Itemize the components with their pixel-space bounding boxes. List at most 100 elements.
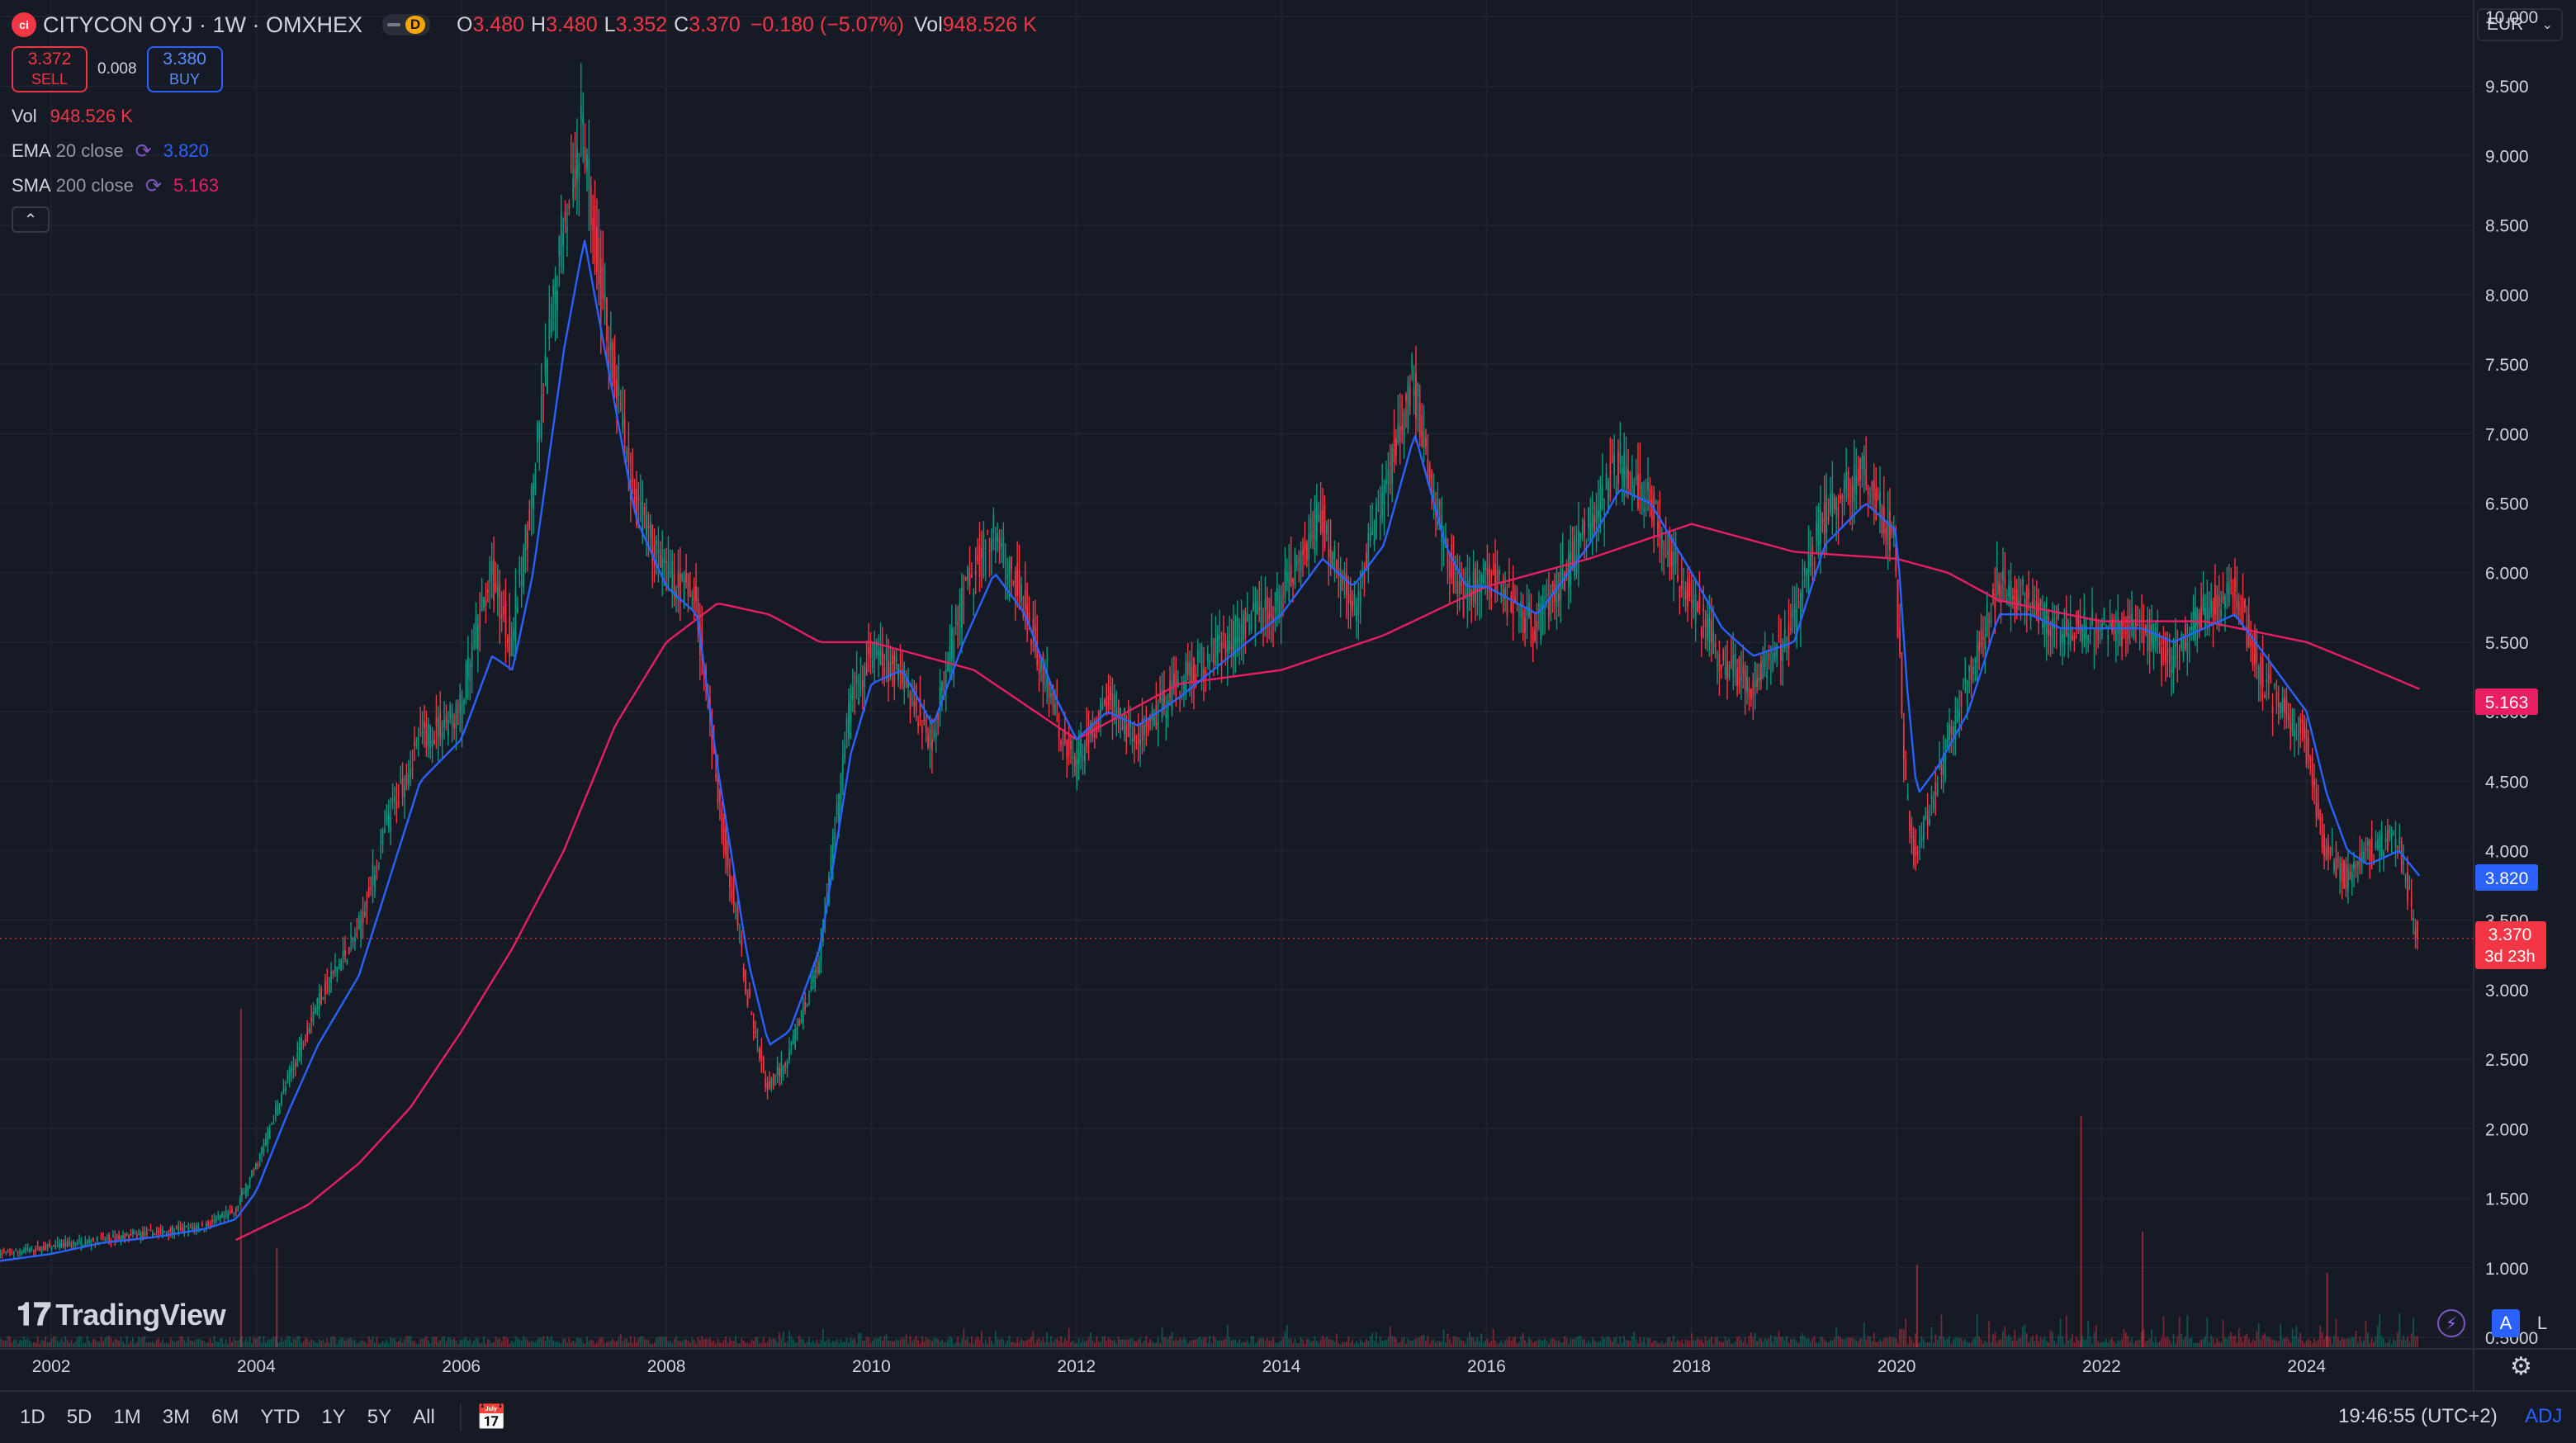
candle-body [1203, 669, 1205, 679]
candle-body [417, 744, 419, 745]
volume-bar [1748, 1336, 1750, 1347]
volume-bar [2067, 1340, 2070, 1347]
collapse-legend-button[interactable]: ⌃ [12, 206, 50, 233]
indicator-sync-icon[interactable]: ⟳ [135, 140, 152, 163]
candle-body [2039, 598, 2042, 607]
candle-body [2346, 867, 2349, 892]
auto-scale-button[interactable]: A [2492, 1309, 2520, 1337]
candle-body [1135, 747, 1138, 750]
ema-indicator-row[interactable]: EMA 20 close ⟳ 3.820 [12, 140, 209, 163]
market-status-pill[interactable]: D [382, 14, 431, 35]
volume-bar [742, 1340, 745, 1347]
volume-bar [1129, 1338, 1131, 1347]
range-button-all[interactable]: All [413, 1406, 435, 1428]
volume-bar [2379, 1313, 2381, 1347]
go-to-date-calendar-icon[interactable]: 📅 [476, 1403, 508, 1431]
volume-bar [760, 1342, 763, 1347]
candle-body [1004, 570, 1006, 572]
volume-bar [1260, 1337, 1262, 1347]
candle-body [2103, 609, 2105, 620]
volume-bar [1413, 1339, 1415, 1347]
candle-body [1215, 638, 1217, 656]
candle-body [945, 669, 947, 692]
candle-body [315, 1007, 316, 1015]
volume-bar [1778, 1331, 1780, 1347]
range-button-ytd[interactable]: YTD [260, 1406, 301, 1428]
volume-bar [949, 1336, 951, 1347]
volume-bar [627, 1341, 630, 1347]
gear-icon[interactable]: ⚙ [2510, 1353, 2532, 1380]
candle-body [475, 618, 477, 635]
lightning-icon[interactable]: ⚡ [2437, 1309, 2465, 1337]
volume-bar [943, 1342, 945, 1347]
buy-button[interactable]: 3.380 BUY [146, 46, 223, 92]
time-scale[interactable]: 2002 2004 2006 2008 2010 2012 2014 2016 2018 2020… [32, 1357, 2327, 1376]
candle-body [953, 640, 955, 663]
volume-bar [301, 1343, 302, 1347]
volume-bar [1990, 1341, 1992, 1347]
range-button-3m[interactable]: 3M [162, 1406, 191, 1428]
candle-body [2181, 634, 2183, 648]
log-scale-button[interactable]: L [2536, 1313, 2548, 1333]
volume-bar [2114, 1343, 2117, 1347]
volume-bar [1496, 1343, 1499, 1347]
candle-body [1040, 660, 1042, 672]
range-button-1m[interactable]: 1M [113, 1406, 141, 1428]
volume-bar [1926, 1342, 1929, 1347]
range-button-1y[interactable]: 1Y [321, 1406, 346, 1428]
candle-body [76, 1242, 78, 1246]
clock-timezone[interactable]: 19:46:55 (UTC+2) [2338, 1405, 2498, 1427]
candle-body [5, 1251, 7, 1252]
volume-bar [1565, 1338, 1568, 1347]
sell-button[interactable]: 3.372 SELL [12, 46, 88, 92]
price-scale[interactable]: 10.0009.5009.0008.5008.0007.5007.0006.50… [2485, 8, 2538, 1348]
volume-bar [804, 1343, 807, 1347]
candle-body [1196, 651, 1199, 662]
candle-body [461, 700, 463, 724]
candle-body [92, 1237, 94, 1242]
range-button-5d[interactable]: 5D [66, 1406, 92, 1428]
volume-bar [2353, 1337, 2355, 1347]
candle-body [850, 694, 852, 723]
candle-body [814, 970, 817, 988]
volume-bar [155, 1339, 158, 1347]
volume-bar [162, 1339, 163, 1347]
adjust-data-toggle[interactable]: ADJ [2525, 1405, 2563, 1427]
vol-indicator-row[interactable]: Vol 948.526 K [12, 106, 133, 126]
tradingview-logo[interactable]: 𝟏𝟕 TradingView [17, 1298, 226, 1332]
volume-bar [1659, 1343, 1661, 1347]
volume-bar [973, 1343, 975, 1347]
candle-body [1278, 589, 1281, 618]
candle-body [138, 1233, 140, 1235]
volume-bar [148, 1341, 150, 1347]
range-button-1d[interactable]: 1D [20, 1406, 45, 1428]
sma-indicator-row[interactable]: SMA 200 close ⟳ 5.163 [12, 174, 220, 197]
candle-body [1631, 472, 1633, 488]
candle-body [424, 722, 425, 729]
range-button-6m[interactable]: 6M [211, 1406, 239, 1428]
volume-bar [1909, 1337, 1911, 1347]
candle-body [1496, 570, 1499, 593]
candle-body [2062, 634, 2063, 642]
volume-bar [903, 1338, 906, 1347]
candle-body [947, 662, 949, 671]
volume-bar [1466, 1338, 1469, 1347]
volume-bar [765, 1342, 767, 1347]
volume-bar [2307, 1339, 2309, 1347]
volume-bar [572, 1340, 575, 1347]
volume-bar [2151, 1329, 2152, 1347]
indicator-sync-icon[interactable]: ⟳ [144, 174, 162, 197]
currency-select[interactable]: EUR ⌄ [2477, 8, 2563, 41]
range-button-5y[interactable]: 5Y [367, 1406, 392, 1428]
volume-bar [533, 1341, 535, 1347]
candle-body [1827, 516, 1830, 521]
candle-body [1498, 570, 1500, 575]
volume-bar [1756, 1341, 1758, 1347]
symbol-title[interactable]: CITYCON OYJ · 1W · OMXHEX [43, 12, 363, 37]
volume-bar [2232, 1336, 2234, 1347]
candle-body [792, 1035, 794, 1044]
candle-body [9, 1251, 11, 1252]
candle-body [294, 1062, 296, 1067]
candle-body [249, 1176, 251, 1183]
